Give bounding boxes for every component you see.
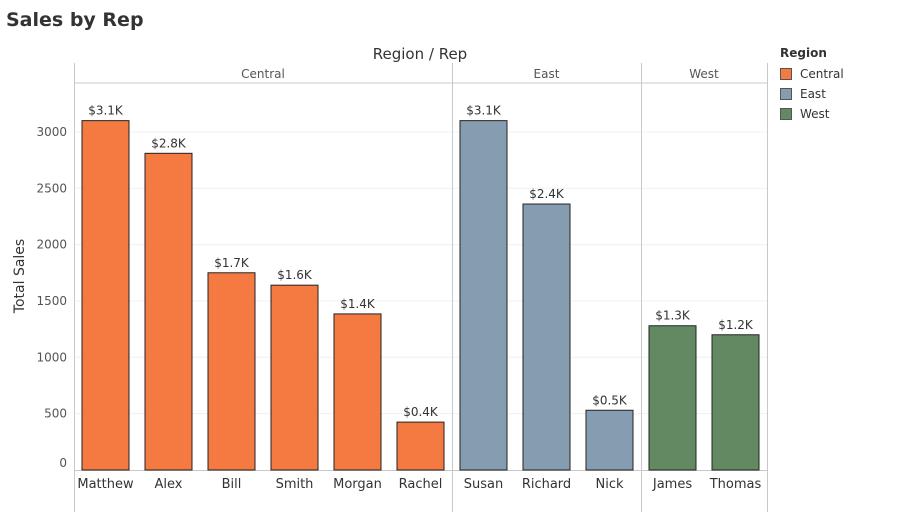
data-label: $3.1K	[466, 104, 502, 118]
x-tick-label: Bill	[222, 477, 242, 492]
legend-title: Region	[780, 46, 827, 60]
y-tick-label: 1500	[36, 294, 67, 308]
x-tick-label: Matthew	[77, 477, 134, 492]
x-tick-label: Nick	[595, 477, 623, 492]
legend-swatch-east	[780, 88, 792, 100]
y-tick-label: 2000	[36, 238, 67, 252]
legend-label-west: West	[800, 107, 830, 121]
data-label: $1.7K	[214, 256, 250, 270]
legend-item-west[interactable]: West	[780, 104, 844, 124]
bar-rachel	[396, 421, 445, 471]
group-header-east: East	[534, 67, 560, 81]
data-label: $1.2K	[718, 318, 754, 332]
legend-swatch-west	[780, 108, 792, 120]
x-tick-label: Alex	[155, 477, 183, 492]
data-label: $2.8K	[151, 136, 187, 150]
x-tick-label: Thomas	[709, 477, 762, 492]
y-tick-label: 500	[44, 407, 67, 421]
chart-title: Region / Rep	[373, 45, 467, 63]
bar-susan	[459, 120, 508, 471]
group-header-central: Central	[241, 67, 285, 81]
x-tick-label: Richard	[522, 477, 571, 492]
x-tick-label: Rachel	[399, 477, 443, 492]
data-label: $1.6K	[277, 268, 313, 282]
data-label: $0.4K	[403, 405, 439, 419]
y-tick-label: 3000	[36, 125, 67, 139]
bar-thomas	[711, 334, 760, 471]
page-title: Sales by Rep	[6, 9, 144, 31]
legend-swatch-central	[780, 68, 792, 80]
y-tick-label: 1000	[36, 350, 67, 364]
y-tick-label: 0	[59, 456, 67, 470]
bar-matthew	[81, 120, 130, 471]
data-label: $0.5K	[592, 393, 628, 407]
bar-bill	[207, 272, 256, 471]
bar-alex	[144, 152, 193, 471]
legend: Region Central East West	[780, 46, 844, 124]
x-tick-label: Smith	[276, 477, 314, 492]
legend-label-central: Central	[800, 67, 844, 81]
legend-item-east[interactable]: East	[780, 84, 844, 104]
bar-richard	[522, 203, 571, 471]
legend-item-central[interactable]: Central	[780, 64, 844, 84]
bar-nick	[585, 409, 634, 471]
data-label: $1.3K	[655, 309, 691, 323]
group-header-west: West	[689, 67, 719, 81]
data-label: $3.1K	[88, 104, 124, 118]
x-tick-label: Susan	[464, 477, 503, 492]
x-tick-label: James	[652, 477, 692, 492]
data-label: $2.4K	[529, 187, 565, 201]
bar-smith	[270, 284, 319, 471]
bar-james	[648, 325, 697, 471]
x-tick-label: Morgan	[333, 477, 382, 492]
data-label: $1.4K	[340, 297, 376, 311]
bar-morgan	[333, 313, 382, 471]
y-axis-title: Total Sales	[12, 239, 28, 314]
legend-label-east: East	[800, 87, 826, 101]
y-tick-label: 2500	[36, 181, 67, 195]
